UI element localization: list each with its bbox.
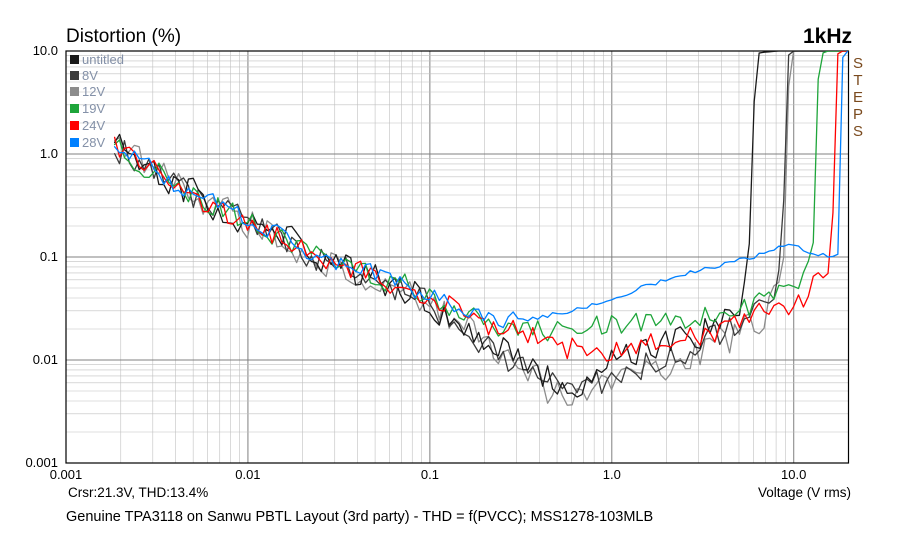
svg-text:0.01: 0.01 (235, 467, 260, 482)
svg-text:untitled: untitled (82, 52, 124, 67)
svg-text:12V: 12V (82, 84, 105, 99)
svg-text:24V: 24V (82, 118, 105, 133)
svg-text:0.1: 0.1 (421, 467, 439, 482)
svg-text:S: S (853, 55, 863, 72)
svg-text:28V: 28V (82, 135, 105, 150)
svg-text:T: T (853, 72, 862, 89)
svg-text:P: P (853, 106, 863, 123)
svg-text:19V: 19V (82, 101, 105, 116)
svg-text:Genuine TPA3118 on Sanwu PBTL: Genuine TPA3118 on Sanwu PBTL Layout (3r… (66, 509, 653, 525)
svg-text:Crsr:21.3V, THD:13.4%: Crsr:21.3V, THD:13.4% (68, 485, 208, 500)
svg-text:0.001: 0.001 (50, 467, 83, 482)
svg-text:S: S (853, 123, 863, 140)
svg-text:0.01: 0.01 (33, 352, 58, 367)
svg-text:Distortion (%): Distortion (%) (66, 26, 181, 47)
svg-text:10.0: 10.0 (33, 43, 58, 58)
svg-text:1kHz: 1kHz (803, 25, 852, 48)
svg-text:E: E (853, 89, 863, 106)
svg-text:1.0: 1.0 (603, 467, 621, 482)
svg-text:0.1: 0.1 (40, 249, 58, 264)
svg-text:Voltage (V rms): Voltage (V rms) (758, 485, 851, 500)
svg-text:1.0: 1.0 (40, 146, 58, 161)
svg-text:10.0: 10.0 (781, 467, 806, 482)
svg-text:8V: 8V (82, 68, 98, 83)
